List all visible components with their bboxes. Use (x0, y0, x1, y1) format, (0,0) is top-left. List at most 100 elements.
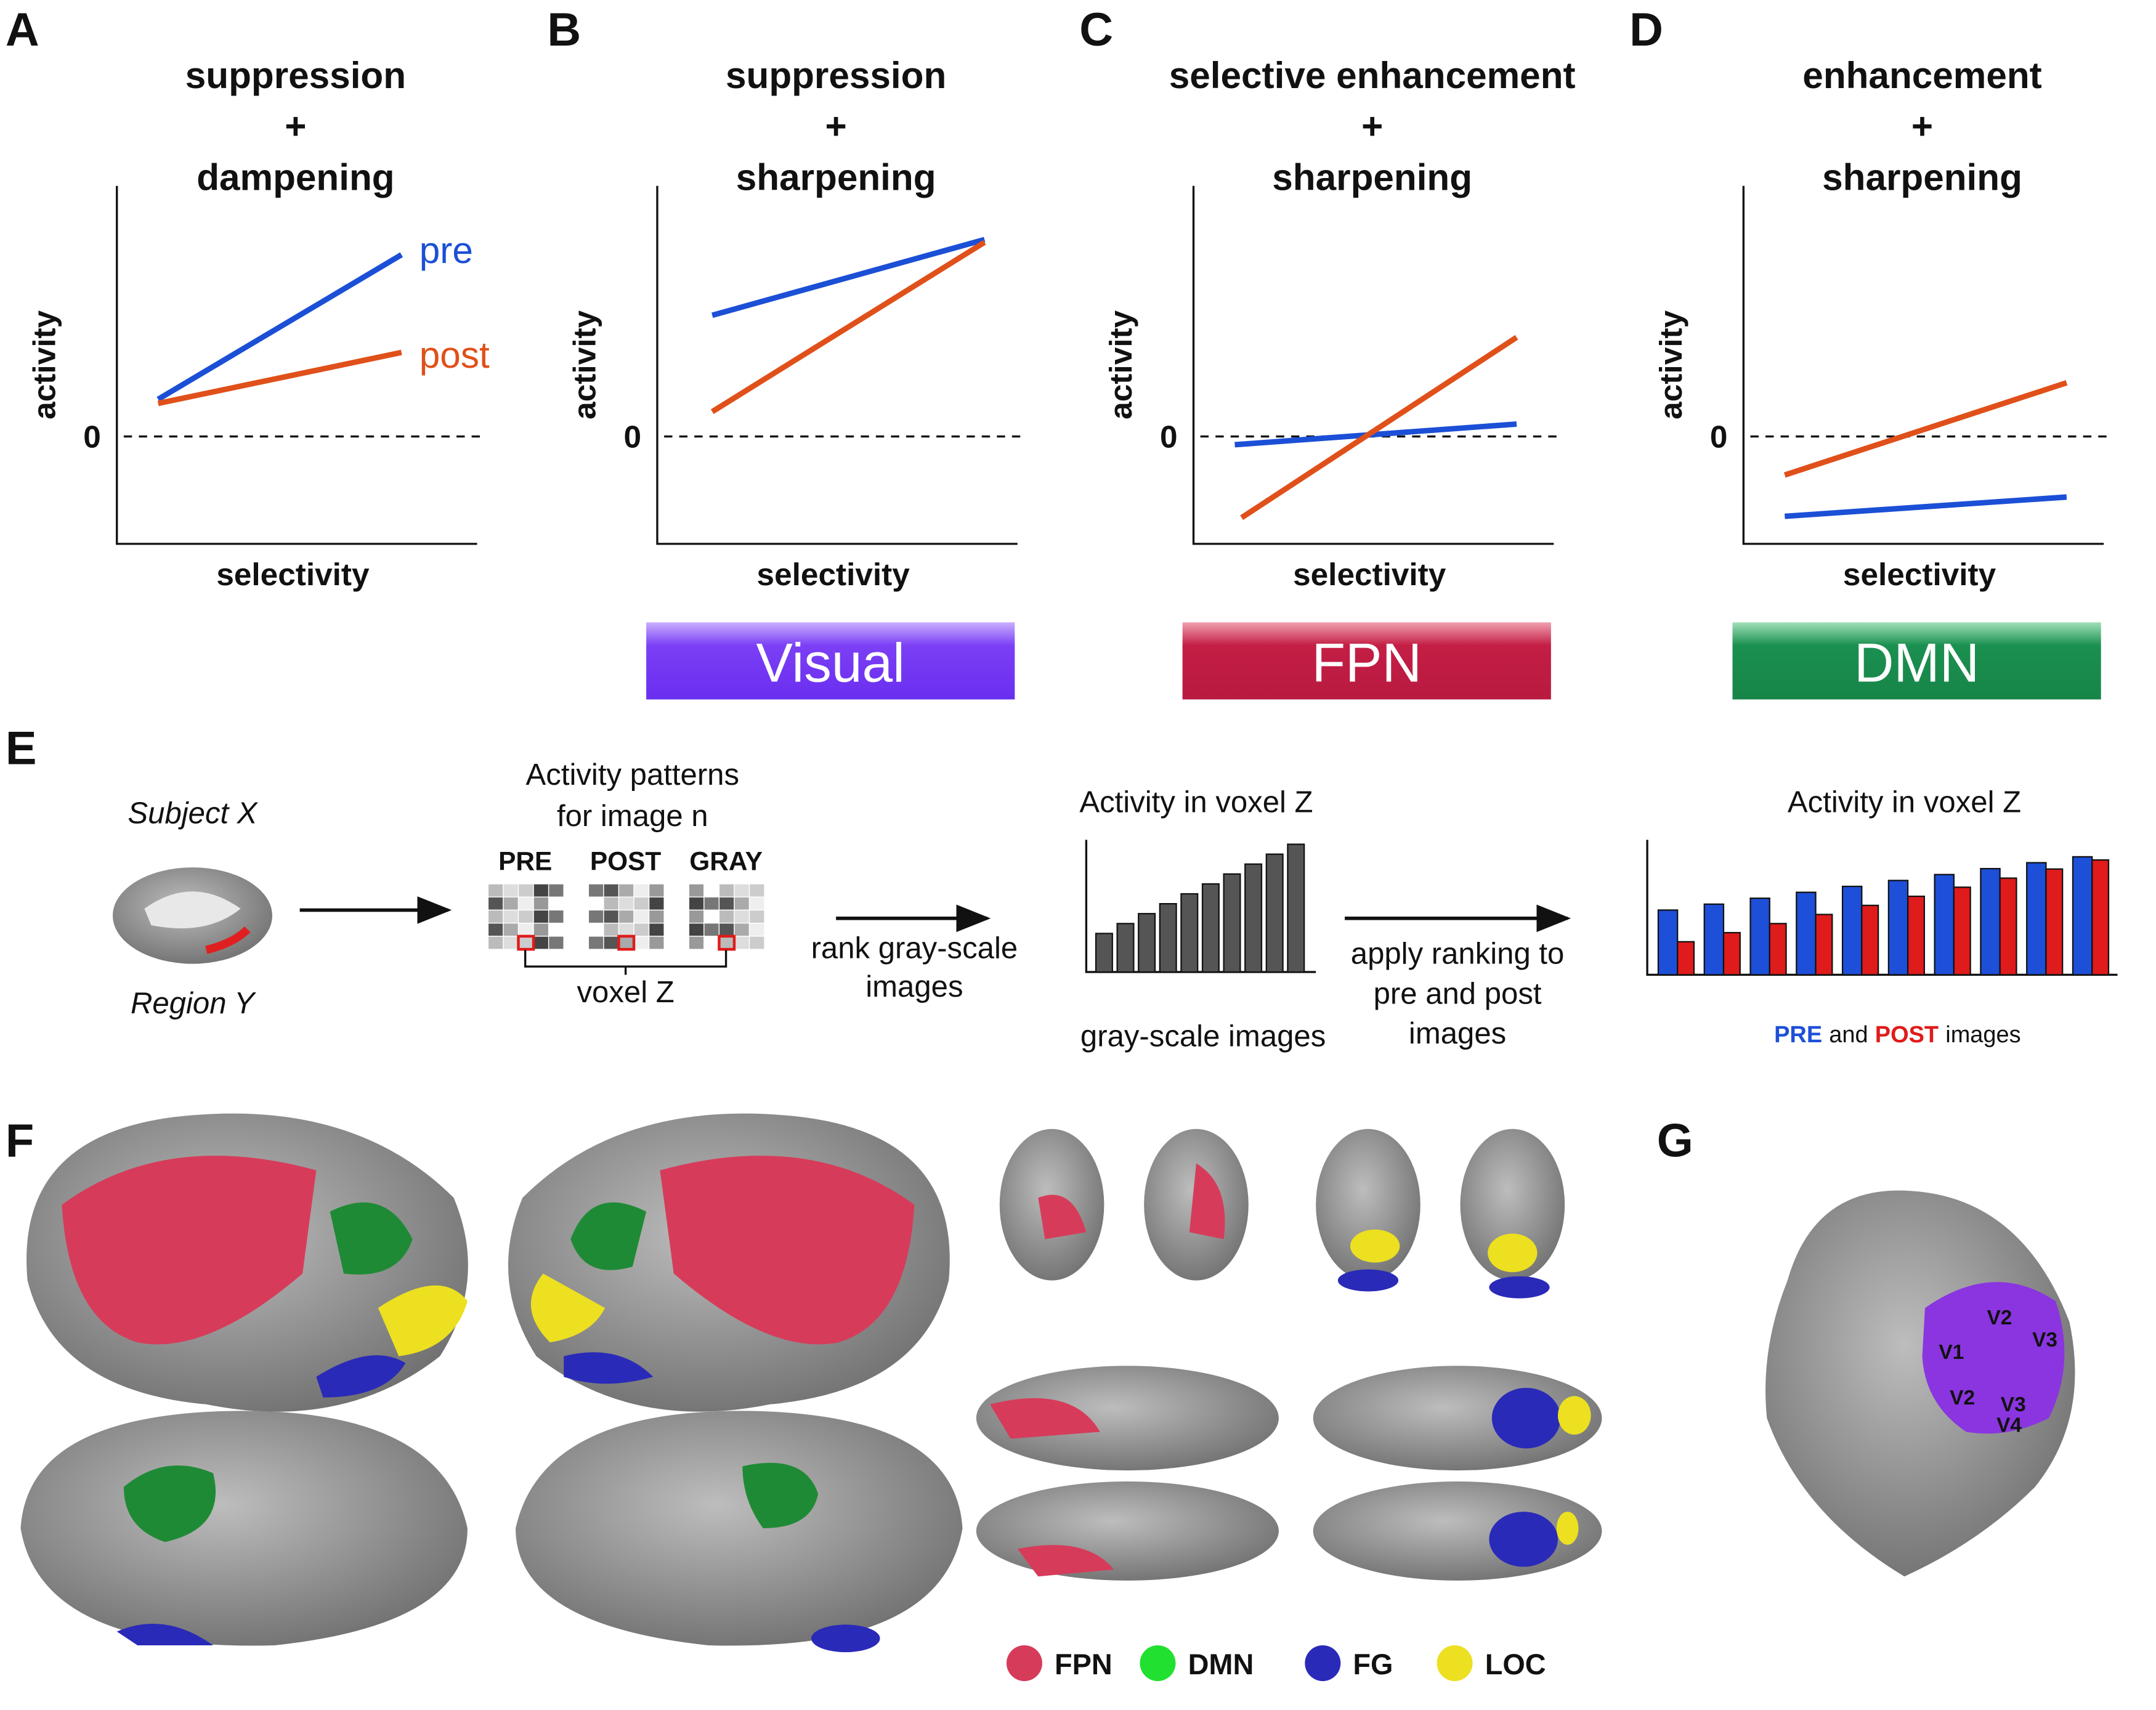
voxel (548, 896, 564, 911)
bar-post (2045, 868, 2064, 976)
panel-title: suppression (726, 54, 946, 96)
panel-title: enhancement (1802, 54, 2041, 96)
bar (1244, 863, 1263, 973)
y-axis-label: activity (567, 310, 602, 419)
legend-label: FG (1353, 1648, 1393, 1680)
voxel (603, 896, 620, 911)
voxel (503, 922, 519, 937)
pre-line (1785, 494, 2067, 519)
voxel-highlight (718, 934, 736, 951)
voxel (618, 936, 634, 950)
bar-post (1722, 931, 1741, 976)
voxel (718, 936, 735, 950)
legend-label: DMN (1188, 1648, 1254, 1680)
voxel (603, 922, 620, 937)
y-axis-label: activity (1103, 310, 1138, 419)
bar (1287, 843, 1305, 973)
panel-letter: A (6, 4, 39, 56)
voxel (703, 896, 720, 911)
voxel (703, 936, 720, 950)
axes (1192, 185, 1554, 545)
post-line (1783, 380, 2068, 478)
voxel (503, 936, 519, 950)
voxel (533, 922, 549, 937)
bar (1138, 913, 1156, 973)
panel-title: sharpening (1822, 156, 2022, 198)
axes (1742, 185, 2104, 545)
voxel (734, 936, 750, 950)
bar-post (1953, 886, 1971, 976)
voxel (588, 896, 604, 911)
voxel (633, 922, 650, 937)
voxel (748, 936, 765, 950)
panel-title: sharpening (736, 156, 936, 198)
legend-dot (1437, 1645, 1473, 1682)
step-text: images (1409, 1017, 1506, 1050)
voxel (734, 909, 750, 924)
voxel (548, 883, 564, 898)
legend-label: FPN (1055, 1648, 1112, 1680)
region: Region Y (131, 987, 256, 1020)
voxel (648, 896, 665, 911)
panel-title: suppression (185, 54, 406, 96)
panel-title: + (285, 105, 306, 147)
voxel (703, 922, 720, 937)
voxel (734, 922, 750, 937)
voxel (517, 936, 534, 950)
pre-line (156, 252, 403, 402)
voxel (487, 883, 504, 898)
voxel (503, 896, 519, 911)
voxel (588, 922, 604, 937)
bar-post (1999, 877, 2017, 976)
voxel-label: voxel Z (577, 976, 675, 1009)
bar-post (2091, 859, 2110, 976)
x-axis-label: selectivity (757, 556, 910, 592)
voxel (533, 883, 549, 898)
voxel (748, 922, 765, 937)
y-axis-label: activity (26, 310, 62, 419)
bar-post (1769, 923, 1787, 976)
voxel (648, 883, 665, 898)
bar (1265, 853, 1284, 973)
voxel (648, 922, 665, 937)
chart-x-label: gray-scale images (1080, 1020, 1326, 1053)
area-label: V2 (1950, 1387, 1975, 1409)
voxel (517, 922, 534, 937)
voxel (688, 922, 705, 937)
bar-pre (2026, 862, 2047, 976)
bar (1116, 923, 1135, 973)
voxel (588, 936, 604, 950)
voxel (703, 883, 720, 898)
x-axis-label: selectivity (1293, 556, 1446, 592)
voxel (688, 909, 705, 924)
brain-icon (113, 867, 272, 964)
x-axis-label: selectivity (1843, 556, 1996, 592)
voxel (503, 909, 519, 924)
chart-title: Activity in voxel Z (1788, 786, 2021, 819)
bar (1180, 893, 1199, 973)
network-label: Visual (756, 631, 905, 693)
bar-pre (1887, 880, 1909, 976)
panel-title: + (825, 105, 847, 147)
voxel (517, 909, 534, 924)
network-box (1732, 622, 2101, 700)
area-label: V3 (2001, 1393, 2026, 1416)
zero-label: 0 (624, 418, 642, 454)
voxel (503, 883, 519, 898)
voxel (633, 883, 650, 898)
voxel (517, 896, 534, 911)
bar-post (1815, 914, 1833, 976)
step-text: apply ranking to (1351, 938, 1565, 971)
voxel (688, 896, 705, 911)
network-label: DMN (1854, 631, 1979, 693)
step-text: rank gray-scale (811, 932, 1018, 965)
pre-line (1234, 421, 1517, 448)
panel-letter: C (1079, 4, 1113, 56)
legend-dot (1305, 1645, 1341, 1682)
voxel (633, 896, 650, 911)
bar-pre (1980, 868, 2001, 976)
panel-title: + (1911, 105, 1933, 147)
bar-pre (1841, 885, 1863, 976)
panel-title: selective enhancement (1169, 54, 1576, 96)
area-label: V2 (1987, 1307, 2012, 1329)
